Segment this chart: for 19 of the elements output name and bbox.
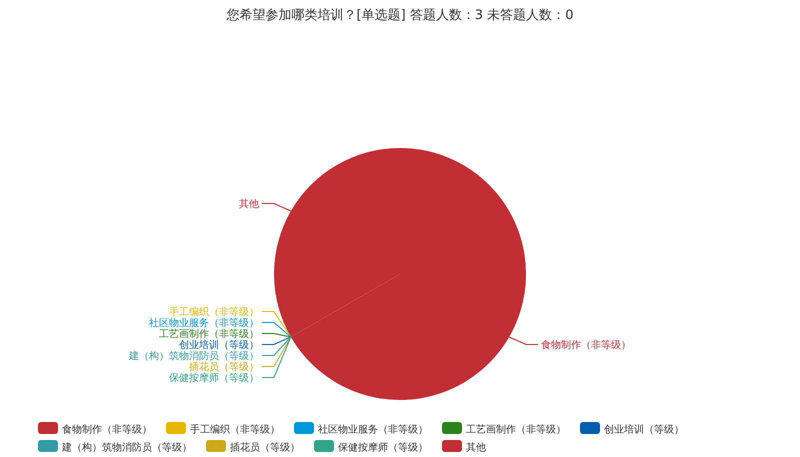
- legend-label: 社区物业服务（非等级）: [318, 424, 428, 436]
- legend-label: 工艺画制作（非等级）: [466, 424, 566, 436]
- category-label: 插花员（等级）: [188, 362, 259, 373]
- slice-label: 食物制作（非等级）: [541, 339, 632, 352]
- category-label: 保健按摩师（等级）: [168, 372, 259, 384]
- legend-label: 建（构）筑物消防员（等级）: [61, 442, 192, 454]
- legend-label: 保健按摩师（等级）: [338, 442, 428, 454]
- chart-title: 您希望参加哪类培训？[单选题] 答题人数：3 未答题人数：0: [226, 8, 574, 23]
- slice-label: 其他: [238, 198, 259, 210]
- category-label: 工艺画制作（非等级）: [158, 328, 259, 340]
- legend-label: 其他: [466, 442, 486, 454]
- category-label: 创业培训（等级）: [178, 340, 259, 351]
- category-label: 社区物业服务（非等级）: [148, 318, 259, 329]
- category-label: 建（构）筑物消防员（等级）: [128, 350, 259, 362]
- category-label: 手工编织（非等级）: [168, 306, 259, 318]
- legend-label: 食物制作（非等级）: [62, 424, 152, 436]
- legend-label: 插花员（等级）: [230, 442, 300, 454]
- legend-label: 手工编织（非等级）: [190, 424, 280, 436]
- legend-label: 创业培训（等级）: [604, 424, 684, 436]
